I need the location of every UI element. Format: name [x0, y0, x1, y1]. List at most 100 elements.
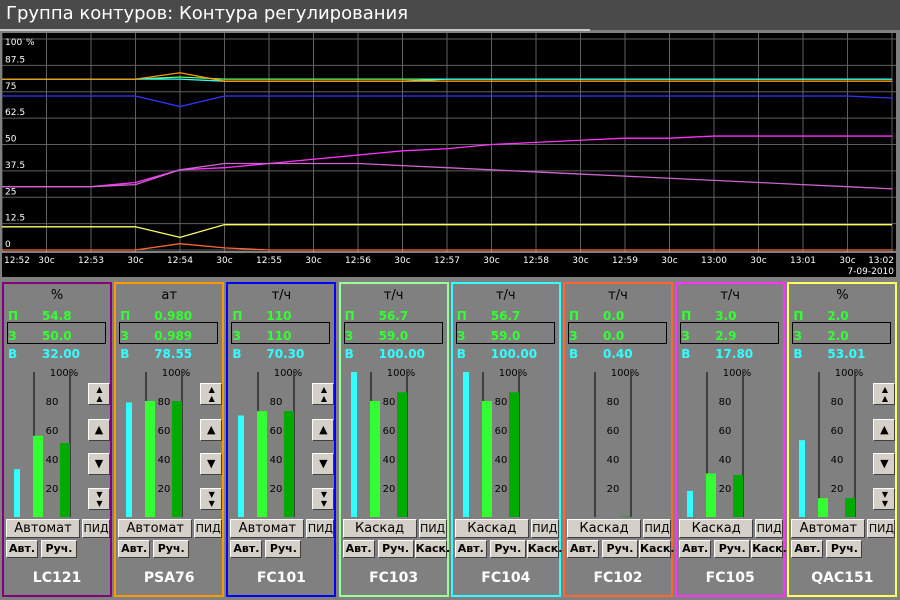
mode-button[interactable]: Каскад	[342, 519, 417, 538]
mode-button[interactable]: Автомат	[791, 519, 866, 538]
manual-button[interactable]: Руч.	[602, 540, 638, 558]
y-unit-label: %	[26, 38, 35, 48]
auto-button[interactable]: Авт.	[791, 540, 824, 558]
bar-scale-label: 20	[719, 484, 732, 495]
mode-button[interactable]: Каскад	[567, 519, 641, 538]
manual-button[interactable]: Руч.	[377, 540, 414, 558]
loop-unit: %	[50, 288, 64, 303]
fast-down-button[interactable]: ▼▼	[873, 488, 896, 510]
fast-down-button[interactable]: ▼▼	[88, 488, 110, 510]
loop-panel-fc101[interactable]: т/ч П 110 З 110 В 70.30 100% 80 60 40 20 ▲▲ ▲ ▼ ▼▼ Автом…	[226, 282, 337, 597]
up-button[interactable]: ▲	[873, 419, 896, 441]
mode-button[interactable]: Каскад	[679, 519, 754, 538]
auto-button[interactable]: Авт.	[454, 540, 487, 558]
value-sp[interactable]: 2.0	[827, 329, 849, 343]
auto-button[interactable]: Авт.	[342, 540, 375, 558]
value-key: З	[793, 329, 802, 343]
cascade-button[interactable]: Каск.	[414, 540, 450, 558]
up-icon: ▲	[880, 423, 889, 436]
loop-tag: LC121	[32, 570, 82, 586]
y-tick-label: 37.5	[5, 161, 25, 171]
auto-button[interactable]: Авт.	[230, 540, 263, 558]
loop-panel-fc102[interactable]: т/ч П 0.0 З 0.0 В 0.40 100% 80 60 40 20 Каскад ПИД Авт…	[563, 282, 675, 597]
value-key: В	[8, 347, 18, 361]
bar-scale-label: 80	[270, 397, 283, 408]
down-button[interactable]: ▼	[88, 453, 110, 475]
value-sp[interactable]: 59.0	[490, 329, 521, 343]
cascade-button[interactable]: Каск.	[639, 540, 675, 558]
bar-scale-label: 40	[607, 455, 620, 466]
pid-button[interactable]: ПИД	[306, 519, 335, 538]
x-tick-label: 12:53	[78, 256, 104, 266]
y-tick-label: 25	[5, 187, 16, 197]
loop-panel-qac151[interactable]: % П 2.0 З 2.0 В 53.01 100% 80 60 40 20 ▲▲ ▲ ▼ ▼▼ Автомат…	[787, 282, 898, 597]
mode-button[interactable]: Автомат	[118, 519, 193, 538]
loop-panel-psa76[interactable]: ат П 0.980 З 0.989 В 78.55 100% 80 60 40 20 ▲▲ ▲ ▼ ▼▼ Ав…	[114, 282, 225, 597]
value-sp[interactable]: 2.9	[715, 329, 737, 343]
loop-panel-fc105[interactable]: т/ч П 3.0 З 2.9 В 17.80 100% 80 60 40 20 Каскад ПИД Ав…	[675, 282, 787, 597]
value-sp[interactable]: 0.0	[603, 329, 625, 343]
mode-button[interactable]: Автомат	[230, 519, 305, 538]
pid-button[interactable]: ПИД	[867, 519, 896, 538]
loop-panel-fc103[interactable]: т/ч П 56.7 З 59.0 В 100.00 100% 80 60 40 20 Каскад ПИ…	[338, 282, 450, 597]
fast-up-button[interactable]: ▲▲	[200, 383, 223, 405]
fast-down-button[interactable]: ▼▼	[200, 488, 223, 510]
loop-panel-lc121[interactable]: % П 54.8 З 50.0 В 32.00 100% 80 60 40 20 ▲▲ ▲ ▼ ▼▼ Автом…	[2, 282, 112, 597]
mode-button[interactable]: Автомат	[6, 519, 80, 538]
bar-scale-label: 80	[719, 397, 732, 408]
pid-button[interactable]: ПИД	[755, 519, 784, 538]
loop-panel-fc104[interactable]: т/ч П 56.7 З 59.0 В 100.00 100% 80 60 40 20 Каскад ПИ…	[450, 282, 562, 597]
value-pv: 110	[266, 309, 292, 323]
pid-button[interactable]: ПИД	[194, 519, 223, 538]
value-sp[interactable]: 59.0	[378, 329, 409, 343]
pid-button[interactable]: ПИД	[418, 519, 447, 538]
bar-scale-label: 20	[607, 484, 620, 495]
output-bar	[14, 469, 20, 517]
loop-tag: FC103	[369, 570, 419, 586]
loop-tag: QAC151	[811, 570, 874, 586]
fast-up-icon: ▲▲	[95, 385, 104, 403]
fast-up-button[interactable]: ▲▲	[873, 383, 896, 405]
setpoint-box	[568, 322, 667, 344]
value-row-p: П 3.0	[681, 309, 736, 323]
x-tick-label: 30с	[572, 256, 588, 266]
output-bar	[238, 415, 245, 517]
fast-up-button[interactable]: ▲▲	[88, 383, 110, 405]
value-sp[interactable]: 0.989	[154, 329, 193, 343]
manual-button[interactable]: Руч.	[265, 540, 302, 558]
fast-up-button[interactable]: ▲▲	[312, 383, 335, 405]
mode-button[interactable]: Каскад	[454, 519, 529, 538]
pid-button[interactable]: ПИД	[643, 519, 671, 538]
cascade-button[interactable]: Каск.	[526, 540, 562, 558]
value-sp[interactable]: 110	[266, 329, 292, 343]
up-button[interactable]: ▲	[312, 419, 335, 441]
fast-down-button[interactable]: ▼▼	[312, 488, 335, 510]
auto-button[interactable]: Авт.	[118, 540, 151, 558]
value-key: З	[8, 329, 17, 343]
manual-button[interactable]: Руч.	[489, 540, 526, 558]
auto-button[interactable]: Авт.	[567, 540, 599, 558]
manual-button[interactable]: Руч.	[41, 540, 77, 558]
bar-scale-label: 60	[719, 426, 732, 437]
x-tick-label: 13:02	[868, 256, 894, 266]
manual-button[interactable]: Руч.	[153, 540, 190, 558]
manual-button[interactable]: Руч.	[714, 540, 751, 558]
down-button[interactable]: ▼	[200, 453, 223, 475]
down-button[interactable]: ▼	[873, 453, 896, 475]
auto-button[interactable]: Авт.	[679, 540, 712, 558]
value-key: П	[8, 309, 19, 323]
value-sp[interactable]: 50.0	[42, 329, 72, 343]
up-icon: ▲	[206, 423, 216, 436]
output-bar	[350, 372, 357, 517]
trend-chart[interactable]: 100% 87.5 75 62.5 50 37.5 25 12.5 0 12:52 30с 12:53…	[2, 33, 896, 277]
cascade-button[interactable]: Каск.	[751, 540, 787, 558]
auto-button[interactable]: Авт.	[6, 540, 38, 558]
down-button[interactable]: ▼	[312, 453, 335, 475]
pid-button[interactable]: ПИД	[530, 519, 559, 538]
value-key: З	[232, 329, 241, 343]
pid-button[interactable]: ПИД	[82, 519, 110, 538]
value-row-v: В 70.30	[232, 347, 304, 361]
up-button[interactable]: ▲	[200, 419, 223, 441]
manual-button[interactable]: Руч.	[826, 540, 863, 558]
up-button[interactable]: ▲	[88, 419, 110, 441]
